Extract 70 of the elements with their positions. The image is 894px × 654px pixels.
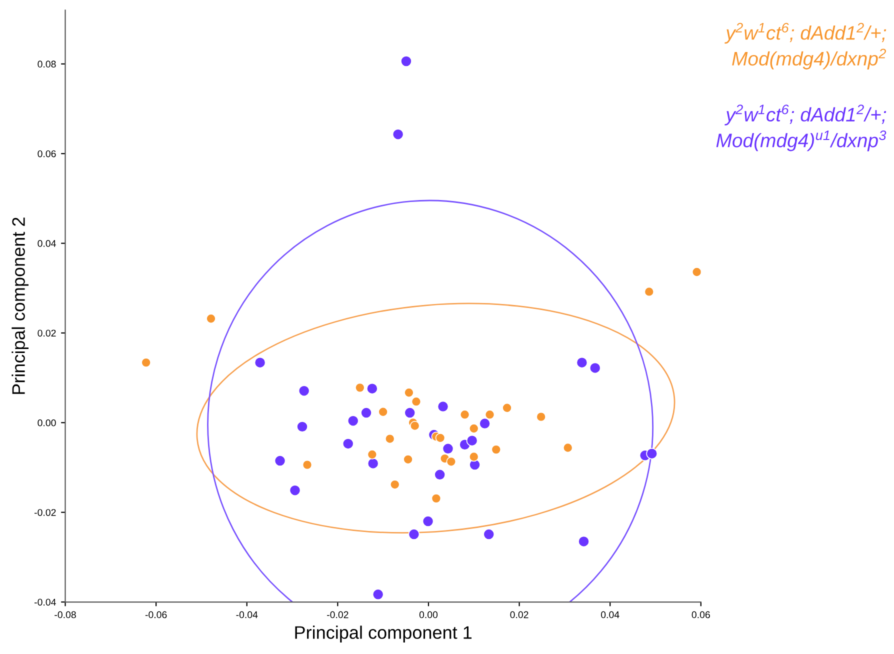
x-tick-label: -0.08	[54, 611, 76, 618]
point	[302, 460, 312, 470]
point	[347, 415, 359, 427]
y-tick-label: -0.02	[34, 509, 56, 516]
point	[460, 410, 470, 420]
point	[254, 356, 266, 368]
y-axis-title: Principal component 2	[12, 218, 29, 394]
point	[367, 458, 379, 470]
point	[479, 418, 490, 430]
y-tick-label: 0.00	[38, 419, 56, 426]
x-tick-label: -0.02	[327, 611, 348, 618]
point	[206, 314, 216, 324]
point	[491, 444, 502, 454]
point	[466, 434, 478, 446]
point	[646, 448, 658, 460]
point	[411, 396, 422, 406]
x-tick-label: 0.04	[601, 611, 620, 618]
x-tick-label: -0.04	[236, 611, 258, 618]
x-tick-label: -0.06	[145, 611, 167, 618]
point	[404, 388, 414, 398]
point	[408, 528, 420, 540]
point	[484, 410, 495, 420]
point	[274, 455, 286, 466]
point	[437, 400, 449, 412]
point	[366, 382, 378, 394]
point	[434, 468, 446, 480]
point	[431, 494, 442, 504]
point	[536, 412, 546, 422]
point	[360, 407, 372, 418]
x-tick-label: 0.02	[510, 611, 528, 618]
x-tick-label: 0.06	[692, 611, 710, 618]
point	[442, 442, 454, 454]
point	[468, 424, 479, 434]
point	[289, 484, 301, 496]
point	[692, 267, 701, 277]
point	[502, 402, 512, 413]
point	[400, 56, 412, 67]
point	[483, 528, 495, 540]
point	[578, 536, 590, 548]
x-tick-label: 0.00	[419, 611, 438, 618]
y-tick-label: 0.06	[38, 150, 56, 158]
text: y$^{2}$w$^{1}$ct$^{6}$; dAdd1$^{2}$/+; Mod(mdg4)/dxnp$^{2}$	[724, 22, 886, 70]
point	[446, 456, 456, 467]
point	[384, 434, 395, 444]
x-axis-title: Principal component 1	[295, 626, 472, 642]
point	[576, 356, 588, 368]
point	[342, 438, 354, 450]
point	[403, 454, 413, 464]
y-tick-label: 0.04	[38, 240, 56, 247]
y-tick-label: 0.02	[38, 330, 56, 337]
point	[644, 286, 654, 297]
point	[392, 128, 404, 140]
point	[562, 442, 573, 453]
point	[404, 407, 416, 418]
point	[141, 358, 151, 368]
point	[367, 450, 378, 460]
point	[589, 362, 601, 374]
point	[468, 452, 479, 462]
point	[296, 420, 308, 432]
point	[390, 480, 400, 490]
point	[378, 406, 388, 417]
point	[298, 385, 310, 397]
point	[422, 516, 434, 528]
point	[410, 420, 420, 431]
point	[355, 382, 365, 393]
y-tick-label: -0.04	[34, 598, 56, 606]
text: y$^{2}$w$^{1}$ct$^{6}$; dAdd1$^{2}$/+; Mod(mdg4)$^{u1}$/dxnp$^{3}$	[716, 104, 886, 152]
y-tick-label: 0.08	[38, 60, 56, 68]
point	[435, 432, 446, 443]
point	[372, 588, 384, 600]
